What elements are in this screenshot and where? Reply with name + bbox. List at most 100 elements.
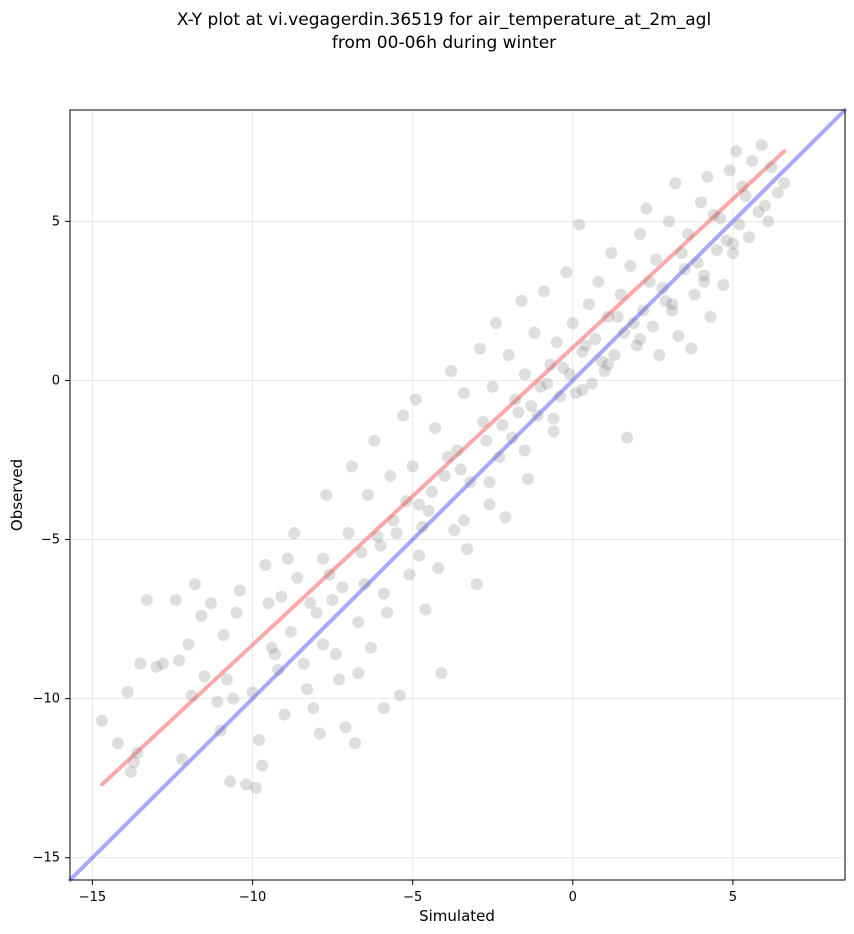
scatter-point [227,692,240,705]
scatter-point [573,218,586,231]
fit-line [100,149,787,787]
scatter-point [291,571,304,584]
x-axis-label: Simulated [419,907,495,925]
scatter-point [531,409,544,422]
scatter-point [685,342,698,355]
scatter-point [316,552,329,565]
scatter-point [637,304,650,317]
scatter-point [736,180,749,193]
scatter-point [733,218,746,231]
scatter-point [557,361,570,374]
x-tick-layer: −15 −10 −5 0 5 [79,880,737,905]
scatter-point [525,399,538,412]
scatter-point [701,170,714,183]
reference-line-layer [68,108,847,882]
scatter-point [493,450,506,463]
scatter-point [371,530,384,543]
scatter-point [569,387,582,400]
scatter-point [502,349,515,361]
scatter-point [576,345,589,358]
chart-title-line-1: X-Y plot at vi.vegagerdin.36519 for air_… [177,10,711,30]
scatter-point [300,683,313,696]
scatter-point [595,355,608,368]
scatter-point [377,587,390,600]
scatter-point [688,288,701,301]
scatter-point [249,781,262,794]
scatter-point [211,695,224,708]
scatter-point [329,648,342,661]
scatter-point [576,384,589,396]
scatter-point [422,504,435,517]
scatter-point [582,298,595,311]
scatter-point [150,660,163,673]
scatter-point [435,667,448,680]
scatter-point [518,444,531,457]
scatter-point [310,606,323,619]
scatter-point [457,387,470,400]
scatter-point [131,746,144,759]
scatter-point [307,702,320,715]
scatter-point [182,638,195,651]
scatter-point [176,753,189,766]
scatter-point [419,603,432,616]
y-tick-label: −5 [41,533,60,548]
scatter-point [579,339,592,352]
scatter-point [342,527,355,540]
scatter-point [518,368,531,381]
y-tick-label: 0 [52,373,60,388]
scatter-point [268,648,281,661]
scatter-point [483,498,496,511]
scatter-point [272,664,285,676]
scatter-point [589,333,602,346]
scatter-point [755,139,768,151]
scatter-point [541,377,554,390]
scatter-point [758,199,771,212]
scatter-point [659,294,672,307]
scatter-point [172,654,185,667]
scatter-point [112,737,125,750]
scatter-point [512,406,525,419]
scatter-point [694,196,707,209]
scatter-point [771,186,784,199]
scatter-point [333,673,346,686]
scatter-point [553,390,566,403]
scatter-point [224,775,237,788]
scatter-point [429,422,442,435]
scatter-point [662,215,675,228]
scatter-point [483,476,496,489]
scatter-point [586,377,599,390]
scatter-point [425,485,438,498]
scatter-point [624,259,637,272]
scatter-point [605,247,618,260]
scatter-point [451,444,464,457]
scatter-point [778,177,791,190]
scatter-point [390,527,403,540]
scatter-point [627,317,640,330]
scatter-point [544,358,557,371]
x-tick-label: −10 [239,890,266,905]
scatter-point [486,380,499,393]
scatter-point [678,263,691,276]
scatter-point [233,584,246,597]
scatter-point [505,431,518,444]
scatter-point [473,342,486,355]
scatter-point [730,145,743,158]
point-layer [96,139,791,794]
scatter-point [707,209,720,221]
scatter-point [726,247,739,260]
scatter-point [320,489,333,501]
scatter-point [720,234,733,247]
scatter-point [345,460,358,473]
scatter-point [739,189,752,202]
scatter-point [304,597,317,610]
scatter-point [438,469,451,482]
scatter-point [653,349,666,361]
scatter-point [349,737,362,750]
scatter-point [278,708,291,721]
scatter-point [566,317,579,330]
scatter-point [666,304,679,317]
scatter-point [640,202,653,215]
scatter-point [621,431,634,444]
scatter-point [381,606,394,619]
scatter-point [515,294,528,307]
